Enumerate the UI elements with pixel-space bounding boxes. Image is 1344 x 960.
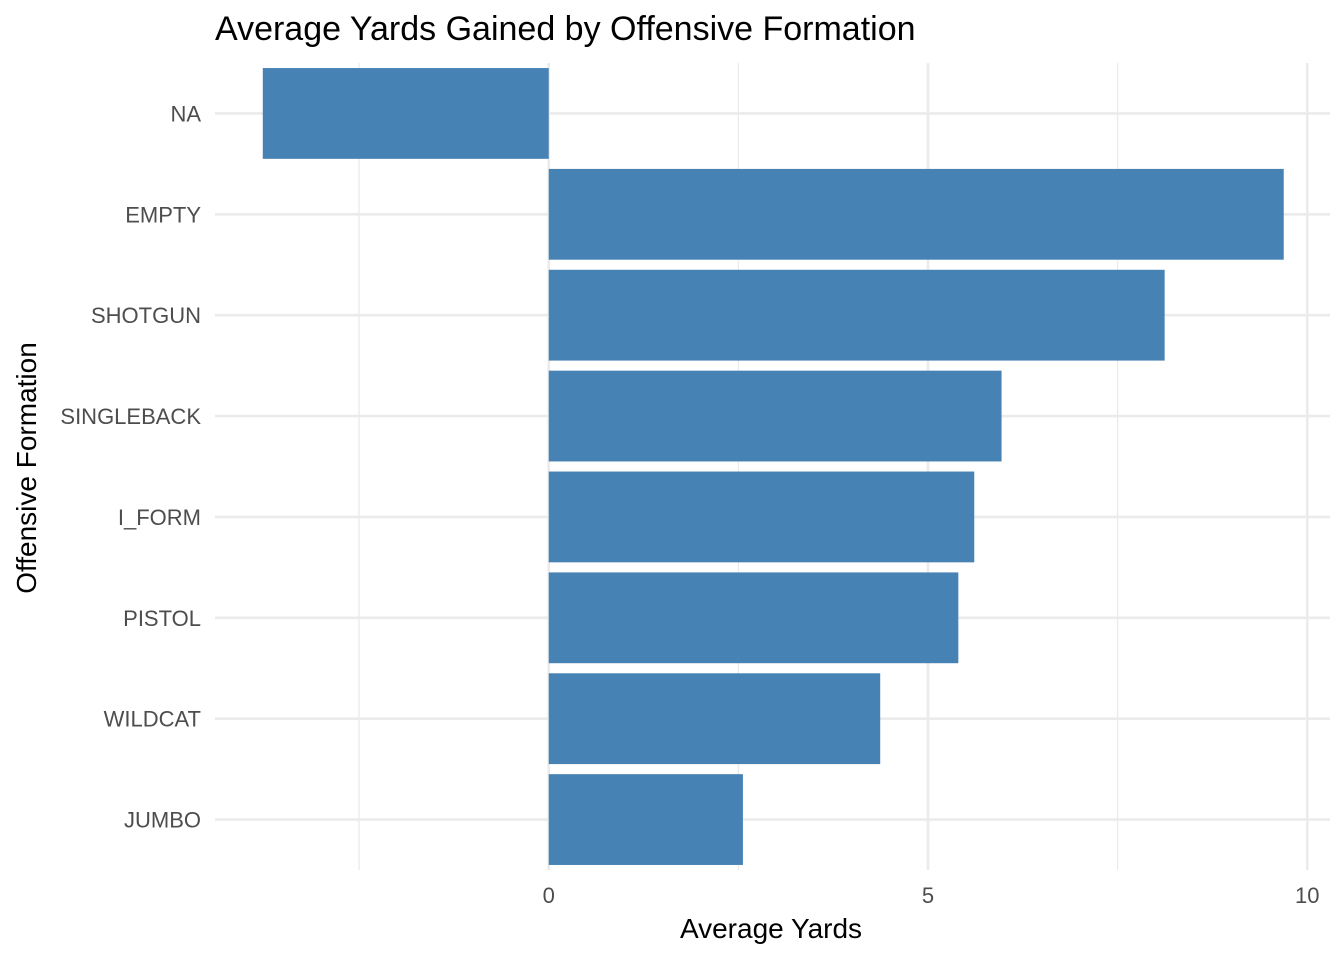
bar-shotgun bbox=[548, 269, 1165, 361]
chart-title: Average Yards Gained by Offensive Format… bbox=[215, 10, 916, 48]
y-tick-label: EMPTY bbox=[125, 202, 201, 227]
x-axis-tick-labels: 0 5 10 bbox=[543, 883, 1320, 908]
bar-pistol bbox=[548, 572, 959, 664]
bar-na bbox=[262, 68, 549, 159]
bar-wildcat bbox=[548, 673, 881, 765]
y-tick-label: WILDCAT bbox=[104, 707, 201, 732]
bars bbox=[262, 68, 1284, 865]
y-axis-tick-labels: NA EMPTY SHOTGUN SINGLEBACK I_FORM PISTOL WILD… bbox=[60, 101, 201, 832]
x-tick-label: 10 bbox=[1295, 883, 1319, 908]
x-axis-title: Average Yards bbox=[680, 913, 862, 944]
y-tick-label: PISTOL bbox=[123, 606, 201, 631]
y-tick-label: I_FORM bbox=[118, 505, 201, 530]
y-axis-title: Offensive Formation bbox=[11, 342, 42, 594]
y-tick-label: SINGLEBACK bbox=[60, 404, 201, 429]
y-tick-label: NA bbox=[170, 101, 201, 126]
bar-i-form bbox=[548, 471, 975, 563]
x-tick-label: 0 bbox=[543, 883, 555, 908]
bar-jumbo bbox=[548, 774, 743, 865]
y-tick-label: JUMBO bbox=[124, 808, 201, 833]
bar-singleback bbox=[548, 370, 1002, 462]
y-tick-label: SHOTGUN bbox=[91, 303, 201, 328]
bar-empty bbox=[548, 168, 1284, 260]
x-tick-label: 5 bbox=[922, 883, 934, 908]
